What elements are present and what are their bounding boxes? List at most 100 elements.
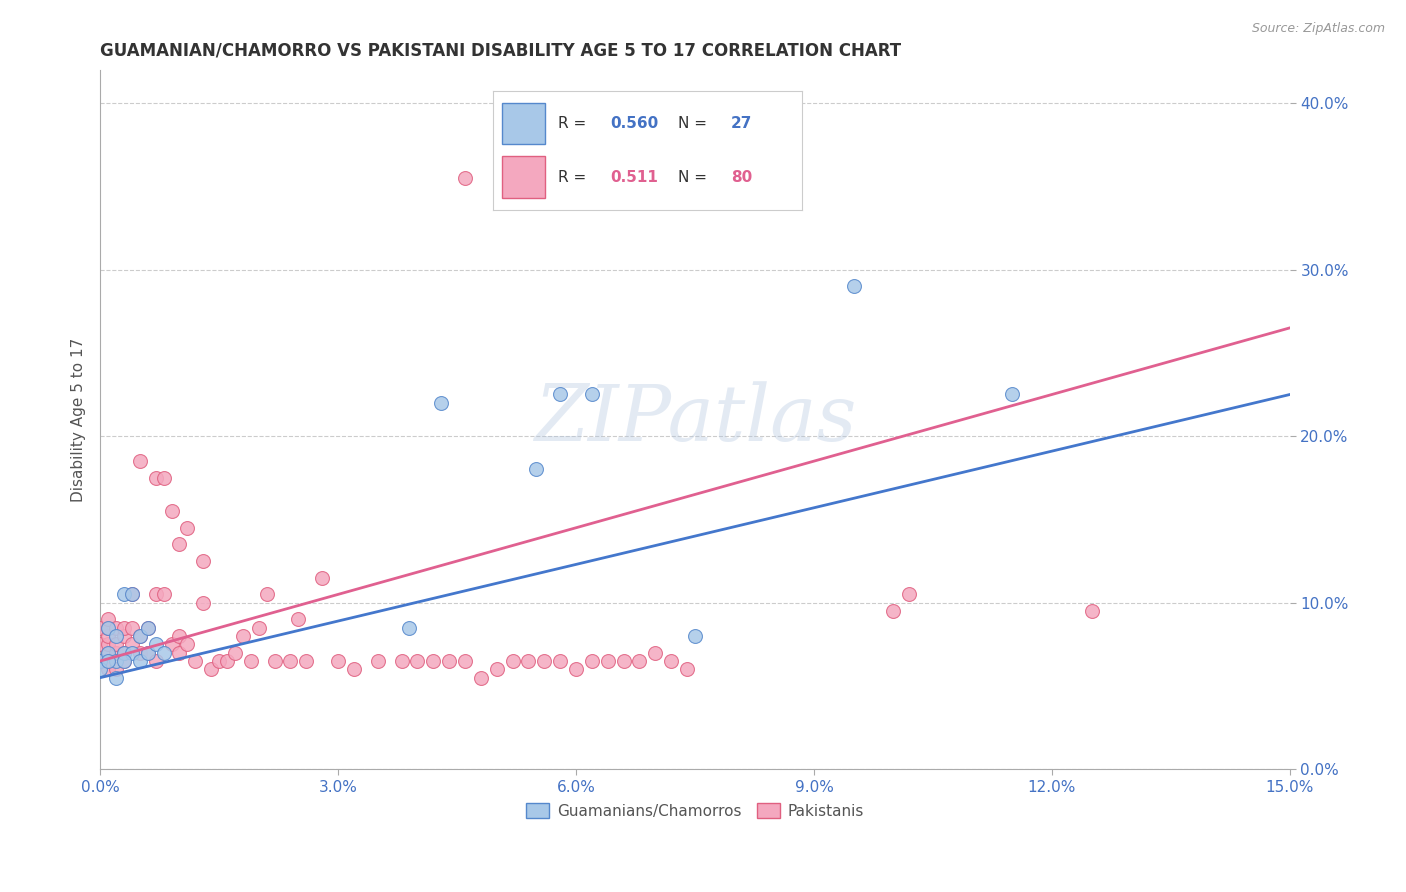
Point — [659, 654, 682, 668]
Point — [121, 587, 143, 601]
Point — [533, 654, 555, 668]
Point — [437, 654, 460, 668]
Point — [842, 279, 865, 293]
Point — [121, 646, 143, 660]
Point — [104, 671, 127, 685]
Point — [263, 654, 285, 668]
Point — [193, 554, 215, 568]
Point — [1080, 604, 1102, 618]
Point — [97, 637, 120, 651]
Point — [239, 654, 262, 668]
Point — [89, 621, 111, 635]
Text: Source: ZipAtlas.com: Source: ZipAtlas.com — [1251, 22, 1385, 36]
Point — [152, 587, 174, 601]
Point — [89, 654, 111, 668]
Point — [112, 646, 135, 660]
Point — [152, 471, 174, 485]
Point — [200, 662, 222, 676]
Point — [97, 629, 120, 643]
Point — [169, 629, 191, 643]
Text: GUAMANIAN/CHAMORRO VS PAKISTANI DISABILITY AGE 5 TO 17 CORRELATION CHART: GUAMANIAN/CHAMORRO VS PAKISTANI DISABILI… — [100, 42, 901, 60]
Point — [152, 646, 174, 660]
Point — [184, 654, 207, 668]
Point — [97, 654, 120, 668]
Point — [398, 621, 420, 635]
Point — [596, 654, 619, 668]
Point — [121, 621, 143, 635]
Point — [112, 654, 135, 668]
Point — [193, 596, 215, 610]
Point — [224, 646, 246, 660]
Point — [97, 662, 120, 676]
Point — [391, 654, 413, 668]
Point — [581, 654, 603, 668]
Point — [683, 629, 706, 643]
Point — [517, 654, 540, 668]
Point — [287, 612, 309, 626]
Point — [145, 471, 167, 485]
Point — [121, 587, 143, 601]
Point — [97, 621, 120, 635]
Point — [160, 504, 183, 518]
Point — [628, 654, 651, 668]
Point — [548, 387, 571, 401]
Point — [112, 621, 135, 635]
Point — [160, 637, 183, 651]
Point — [295, 654, 318, 668]
Point — [97, 646, 120, 660]
Point — [613, 654, 636, 668]
Point — [145, 654, 167, 668]
Y-axis label: Disability Age 5 to 17: Disability Age 5 to 17 — [72, 337, 86, 501]
Point — [470, 671, 492, 685]
Point — [136, 646, 159, 660]
Point — [89, 662, 111, 676]
Text: ZIPatlas: ZIPatlas — [534, 381, 856, 458]
Point — [485, 662, 508, 676]
Point — [136, 646, 159, 660]
Point — [145, 637, 167, 651]
Point — [565, 662, 588, 676]
Point — [128, 646, 150, 660]
Point — [524, 462, 547, 476]
Point — [343, 662, 366, 676]
Point — [97, 646, 120, 660]
Point — [898, 587, 921, 601]
Point — [430, 396, 453, 410]
Point — [104, 662, 127, 676]
Point — [128, 654, 150, 668]
Point — [644, 646, 666, 660]
Point — [502, 654, 524, 668]
Point — [128, 454, 150, 468]
Point — [169, 646, 191, 660]
Point — [548, 654, 571, 668]
Point — [208, 654, 231, 668]
Point — [104, 629, 127, 643]
Point — [121, 637, 143, 651]
Point — [882, 604, 904, 618]
Point — [326, 654, 349, 668]
Point — [112, 646, 135, 660]
Point — [104, 637, 127, 651]
Point — [136, 621, 159, 635]
Point — [1001, 387, 1024, 401]
Point — [104, 646, 127, 660]
Point — [104, 654, 127, 668]
Point — [176, 637, 198, 651]
Legend: Guamanians/Chamorros, Pakistanis: Guamanians/Chamorros, Pakistanis — [520, 797, 870, 824]
Point — [89, 637, 111, 651]
Point — [97, 621, 120, 635]
Point — [676, 662, 699, 676]
Point — [422, 654, 444, 668]
Point — [128, 629, 150, 643]
Point — [247, 621, 270, 635]
Point — [215, 654, 238, 668]
Point — [232, 629, 254, 643]
Point — [169, 537, 191, 551]
Point — [104, 621, 127, 635]
Point — [176, 521, 198, 535]
Point — [367, 654, 389, 668]
Point — [136, 621, 159, 635]
Point — [97, 654, 120, 668]
Point — [454, 654, 477, 668]
Point — [89, 654, 111, 668]
